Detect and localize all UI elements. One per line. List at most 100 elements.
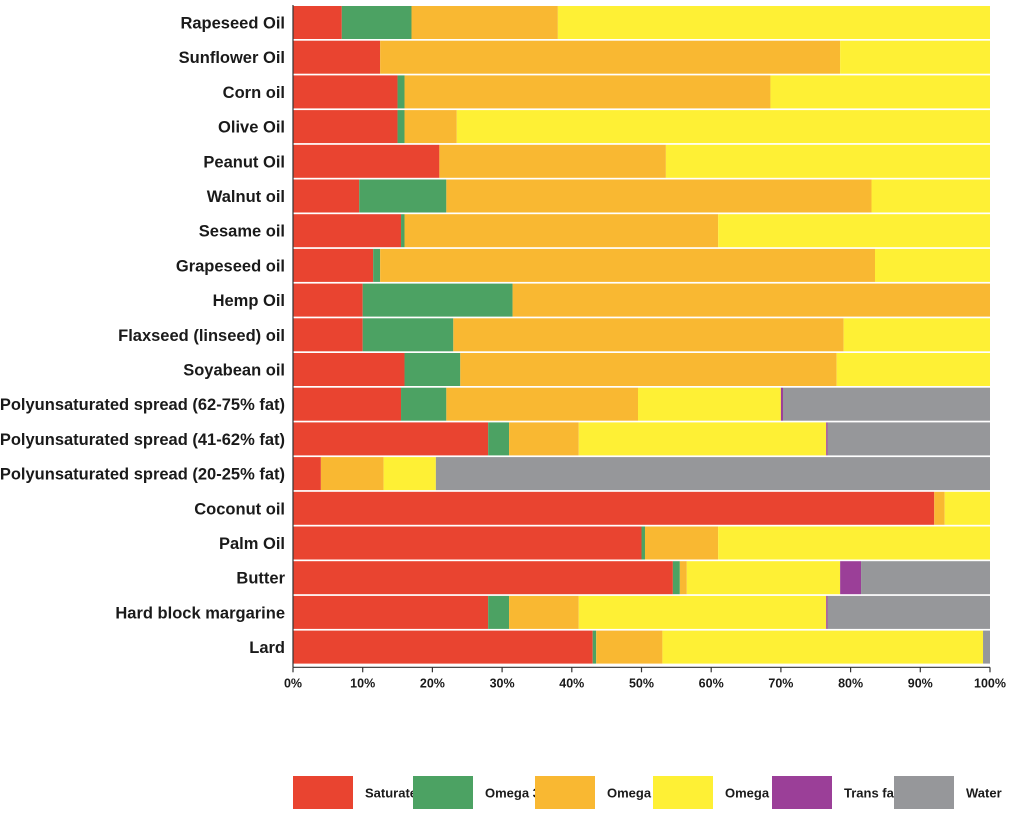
bar-segment-omega-6	[596, 630, 663, 664]
x-tick-label: 80%	[838, 676, 863, 690]
bar-segment-omega-6	[380, 40, 841, 74]
category-label: Sunflower Oil	[179, 49, 285, 67]
x-axis: 0% 10% 20% 30% 40% 50% 60% 70% 80% 90% 100%	[284, 5, 1006, 690]
bar-segment-omega-6	[644, 526, 719, 560]
category-label: Flaxseed (linseed) oil	[118, 327, 285, 345]
bar-segment-omega-9	[686, 561, 841, 595]
bar-segment-water	[435, 457, 990, 491]
bar-segment-omega-6	[446, 387, 639, 421]
x-tick-label: 10%	[350, 676, 375, 690]
category-label: Walnut oil	[207, 188, 285, 206]
bar-segment-omega-9	[578, 595, 827, 629]
bar-segment-omega-3	[397, 75, 405, 109]
bar-segment-saturated	[293, 595, 489, 629]
bar-segment-water	[827, 422, 990, 456]
legend-label: Omega 6	[607, 786, 662, 801]
bar-segment-trans-fats	[840, 561, 862, 595]
bar-segment-saturated	[293, 630, 593, 664]
category-label: Hard block margarine	[115, 604, 285, 622]
category-label: Olive Oil	[218, 119, 285, 137]
bar-segment-omega-9	[383, 457, 436, 491]
bar-segment-omega-6	[380, 248, 875, 282]
bar-segment-omega-6	[404, 214, 719, 248]
bar-segment-omega-3	[359, 179, 447, 213]
bar-segment-omega-3	[641, 526, 645, 560]
x-tick-label: 90%	[908, 676, 933, 690]
bar-segment-omega-9	[840, 40, 990, 74]
category-labels: Rapeseed Oil Sunflower Oil Corn oil Olive O…	[0, 15, 286, 658]
category-label: Butter	[236, 570, 285, 588]
bar-segment-saturated	[293, 422, 489, 456]
x-tick-label: 40%	[559, 676, 584, 690]
bar-segment-saturated	[293, 318, 363, 352]
bar-segment-omega-3	[401, 387, 447, 421]
bar-segment-water	[861, 561, 990, 595]
bar-segment-omega-3	[404, 353, 461, 386]
category-label: Peanut Oil	[203, 153, 285, 171]
x-tick-label: 0%	[284, 676, 302, 690]
category-label: Sesame oil	[199, 223, 285, 241]
bar-segment-omega-6	[439, 144, 666, 178]
legend-swatch-saturated	[293, 776, 353, 809]
x-tick-label: 50%	[629, 676, 654, 690]
category-label: Grapeseed oil	[176, 257, 285, 275]
bar-segment-omega-9	[557, 6, 990, 39]
category-label: Hemp Oil	[213, 292, 285, 310]
bar-segment-omega-6	[320, 457, 384, 491]
bar-segment-omega-9	[843, 318, 990, 352]
bar-segment-saturated	[293, 110, 398, 144]
category-label: Lard	[249, 639, 285, 657]
bar-segment-omega-9	[770, 75, 990, 109]
bar-segment-omega-9	[718, 526, 990, 560]
bar-segment-saturated	[293, 75, 398, 109]
bar-segment-omega-6	[411, 6, 558, 39]
bar-segment-omega-6	[404, 110, 457, 144]
x-tick-label: 70%	[768, 676, 793, 690]
category-label: Rapeseed Oil	[180, 15, 285, 33]
bar-segment-saturated	[293, 248, 374, 282]
bar-segment-omega-3	[373, 248, 381, 282]
bar-segment-water	[782, 387, 990, 421]
bar-segment-saturated	[293, 40, 381, 74]
category-label: Polyunsaturated spread (20-25% fat)	[0, 466, 285, 484]
legend-label: Saturated	[365, 786, 425, 801]
bar-segment-saturated	[293, 353, 405, 386]
bar-segment-omega-6	[404, 75, 771, 109]
bar-segment-trans-fats	[780, 387, 783, 421]
bars-group	[293, 6, 990, 664]
bar-segment-omega-9	[871, 179, 990, 213]
legend-label: Water	[966, 786, 1002, 801]
category-label: Polyunsaturated spread (41-62% fat)	[0, 431, 285, 449]
category-label: Palm Oil	[219, 535, 285, 553]
bar-segment-saturated	[293, 561, 673, 595]
x-tick-label: 30%	[490, 676, 515, 690]
bar-segment-omega-3	[341, 6, 412, 39]
bar-segment-saturated	[293, 179, 360, 213]
legend: Saturated Omega 3 Omega 6 Omega 9 Trans fats…	[293, 776, 1002, 809]
bar-segment-saturated	[293, 144, 440, 178]
bar-segment-omega-6	[934, 491, 945, 525]
bar-segment-omega-9	[718, 214, 990, 248]
legend-swatch-water	[894, 776, 954, 809]
bar-segment-omega-6	[460, 353, 837, 386]
bar-segment-water	[983, 630, 990, 664]
x-tick-label: 100%	[974, 676, 1006, 690]
bar-segment-saturated	[293, 283, 363, 317]
bar-segment-water	[827, 595, 990, 629]
bar-segment-omega-9	[456, 110, 990, 144]
bar-segment-trans-fats	[826, 422, 828, 456]
bar-segment-omega-3	[362, 283, 513, 317]
x-tick-label: 20%	[420, 676, 445, 690]
bar-segment-omega-6	[679, 561, 687, 595]
bar-segment-omega-6	[509, 422, 579, 456]
bar-segment-omega-6	[453, 318, 844, 352]
bar-segment-omega-3	[672, 561, 680, 595]
bar-segment-omega-3	[397, 110, 405, 144]
bar-segment-omega-3	[488, 422, 510, 456]
bar-segment-omega-6	[509, 595, 579, 629]
bar-segment-saturated	[293, 214, 402, 248]
bar-segment-saturated	[293, 6, 342, 39]
legend-label: Trans fats	[844, 786, 905, 801]
legend-swatch-omega-9	[653, 776, 713, 809]
